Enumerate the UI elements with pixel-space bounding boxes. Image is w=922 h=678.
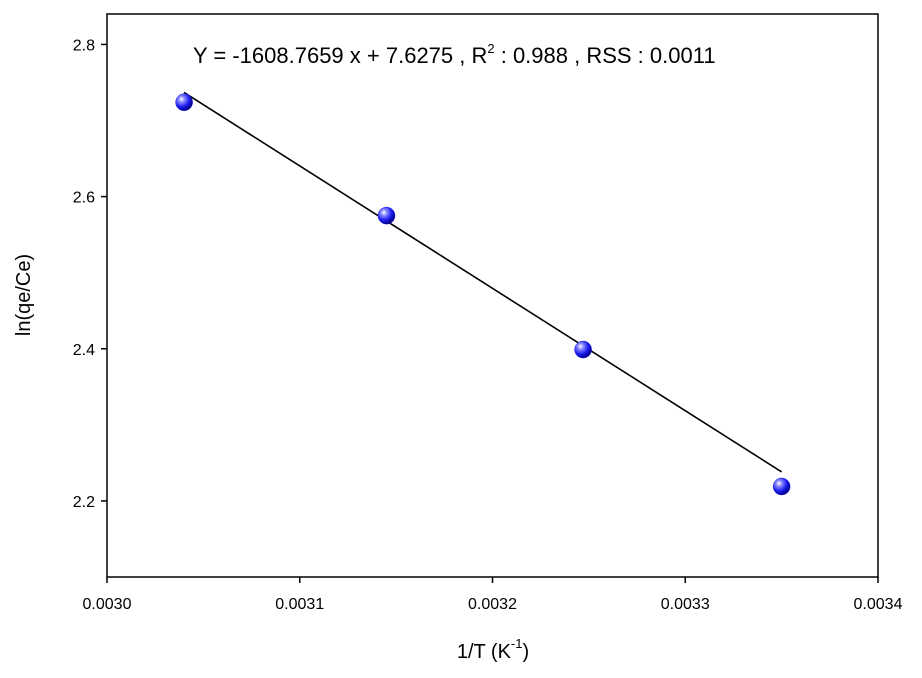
r-squared-superscript: 2 (487, 41, 494, 56)
equation-text: Y = -1608.7659 x + 7.6275 , R (193, 43, 487, 68)
x-tick-label: 0.0030 (83, 596, 132, 613)
equation-annotation: Y = -1608.7659 x + 7.6275 , R2 : 0.988 ,… (193, 41, 716, 68)
y-tick-label: 2.2 (73, 494, 95, 511)
x-tick-label: 0.0031 (275, 596, 324, 613)
plot-area-frame (106, 13, 879, 578)
x-axis-title-text: 1/T (K (457, 641, 512, 663)
x-axis-title-superscript: -1 (511, 636, 523, 651)
y-tick-label: 2.4 (73, 342, 95, 359)
equation-stats: : 0.988 , RSS : 0.0011 (495, 43, 716, 68)
y-axis: 2.2 2.4 2.6 2.8 (73, 37, 107, 511)
x-axis: 0.0030 0.0031 0.0032 0.0033 0.0034 (83, 577, 903, 613)
y-tick-label: 2.6 (73, 190, 95, 207)
data-points (175, 93, 791, 496)
x-tick-label: 0.0034 (854, 596, 903, 613)
x-tick-label: 0.0032 (468, 596, 517, 613)
data-point (574, 340, 592, 359)
x-axis-title: 1/T (K-1) (457, 636, 529, 663)
x-tick-label: 0.0033 (661, 596, 710, 613)
y-tick-label: 2.8 (73, 37, 95, 54)
data-point (772, 477, 791, 496)
data-point (175, 93, 193, 112)
fit-line (183, 91, 783, 473)
x-axis-title-tail: ) (522, 641, 529, 663)
data-point (377, 206, 396, 225)
y-axis-title: ln(qe/Ce) (13, 254, 35, 336)
